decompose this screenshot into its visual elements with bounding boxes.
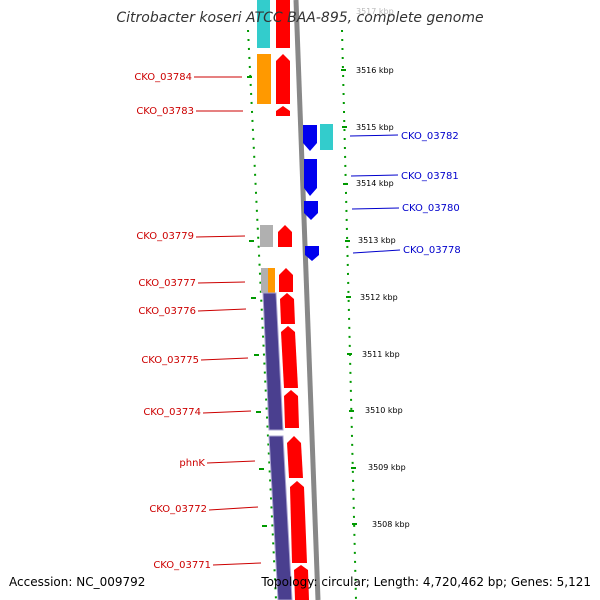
scale-tick-3516: 3516 kbp	[341, 66, 394, 75]
feature-red-03777	[279, 268, 293, 292]
top-tick-label: 3517 kbp	[356, 7, 394, 16]
feature-blue-03781	[304, 159, 317, 196]
gene-label-cko-03771: CKO_03771	[153, 560, 262, 571]
gene-label-text: phnK	[179, 458, 205, 469]
genome-stats-label: Topology: circular; Length: 4,720,462 bp…	[261, 575, 591, 589]
scale-tick-label: 3514 kbp	[356, 179, 394, 188]
feature-red-03774	[284, 390, 299, 428]
scale-tick-label: 3509 kbp	[368, 463, 406, 472]
scale-tick-3508: 3508 kbp	[352, 520, 410, 529]
feature-red-top	[276, 0, 290, 48]
gene-label-text: CKO_03781	[401, 171, 459, 182]
scale-tick-label: 3511 kbp	[362, 350, 400, 359]
feature-cyan-top	[257, 0, 270, 48]
gene-label-text: CKO_03774	[143, 407, 201, 418]
feature-blue-03782	[303, 125, 317, 151]
scale-tick-label: 3515 kbp	[356, 123, 394, 132]
gene-label-cko-03779: CKO_03779	[136, 231, 254, 242]
scale-tick-label: 3512 kbp	[360, 293, 398, 302]
scale-tick-label: 3513 kbp	[358, 236, 396, 245]
feature-purple-lower	[268, 435, 293, 600]
gene-label-line	[200, 357, 249, 361]
right-dotted-guide	[341, 29, 357, 600]
scale-tick-label: 3508 kbp	[372, 520, 410, 529]
feature-orange-03784	[257, 54, 271, 104]
gene-label-line	[350, 174, 399, 177]
feature-cyan-03782	[320, 124, 333, 150]
gene-label-cko-03777: CKO_03777	[138, 278, 246, 289]
gene-label-text: CKO_03772	[149, 504, 207, 515]
gene-label-phnk: phnK	[179, 458, 264, 470]
gene-label-line	[206, 460, 256, 464]
scale-tick-3513: 3513 kbp	[345, 236, 396, 245]
gene-label-text: CKO_03784	[134, 72, 192, 83]
gene-label-line	[349, 134, 399, 137]
gene-label-line	[352, 249, 401, 254]
gene-label-text: CKO_03775	[141, 355, 199, 366]
gene-label-cko-03776: CKO_03776	[138, 297, 256, 317]
gene-label-text: CKO_03782	[401, 131, 459, 142]
gene-label-cko-03783: CKO_03783	[136, 106, 243, 117]
scale-tick-3509: 3509 kbp	[351, 463, 406, 472]
gene-label-cko-03780: CKO_03780	[351, 203, 460, 214]
feature-red-03783	[276, 106, 290, 116]
gene-label-line	[208, 506, 259, 511]
gene-label-text: CKO_03780	[402, 203, 460, 214]
genome-backbone	[293, 0, 321, 600]
gene-label-text: CKO_03778	[403, 245, 461, 256]
feature-red-03771	[294, 565, 309, 600]
gene-label-cko-03775: CKO_03775	[141, 354, 259, 366]
feature-blue-03778	[305, 246, 319, 261]
gene-label-line	[197, 308, 247, 312]
scale-tick-label: 3510 kbp	[365, 406, 403, 415]
gene-label-line	[197, 281, 246, 284]
gene-label-cko-03781: CKO_03781	[350, 171, 459, 182]
gene-label-line	[351, 207, 400, 210]
feature-gray-03777	[261, 268, 268, 293]
feature-red-03779	[278, 225, 292, 247]
right-gene-labels: CKO_03782 CKO_03781 CKO_03780 CKO_03778	[349, 131, 461, 256]
map-title: Citrobacter koseri ATCC BAA-895, complet…	[116, 10, 484, 26]
gene-label-line	[202, 410, 252, 414]
scale-tick-3511: 3511 kbp	[347, 350, 400, 359]
gene-label-cko-03782: CKO_03782	[349, 131, 459, 142]
gene-label-text: CKO_03771	[153, 560, 211, 571]
scale-tick-3510: 3510 kbp	[349, 406, 403, 415]
scale-tick-3514: 3514 kbp	[343, 179, 394, 188]
feature-red-03775	[281, 326, 298, 388]
feature-purple-upper	[262, 292, 284, 431]
scale-tick-label: 3516 kbp	[356, 66, 394, 75]
gene-label-text: CKO_03783	[136, 106, 194, 117]
gene-label-text: CKO_03779	[136, 231, 194, 242]
scale-ticks: 3516 kbp 3515 kbp 3514 kbp 3513 kbp 3512…	[341, 66, 410, 529]
feature-red-03784	[276, 54, 290, 104]
left-gene-labels: CKO_03784 CKO_03783 CKO_03779 CKO_03777 …	[134, 72, 267, 571]
feature-red-03772	[290, 481, 307, 563]
accession-label: Accession: NC_009792	[9, 575, 146, 589]
gene-label-text: CKO_03777	[138, 278, 196, 289]
gene-label-line	[212, 562, 262, 566]
scale-tick-3515: 3515 kbp	[342, 123, 394, 132]
gene-label-line	[195, 235, 246, 238]
gene-label-cko-03774: CKO_03774	[143, 407, 261, 418]
gene-label-cko-03778: CKO_03778	[352, 245, 461, 256]
feature-orange-03777	[268, 268, 275, 293]
feature-red-03776	[280, 293, 295, 324]
scale-tick-3512: 3512 kbp	[346, 293, 398, 302]
gene-label-cko-03784: CKO_03784	[134, 72, 252, 83]
feature-blue-03780	[304, 201, 318, 220]
gene-label-text: CKO_03776	[138, 306, 196, 317]
gene-label-cko-03772: CKO_03772	[149, 504, 267, 527]
feature-red-phnK	[287, 436, 303, 478]
feature-gray-03779	[260, 225, 273, 247]
